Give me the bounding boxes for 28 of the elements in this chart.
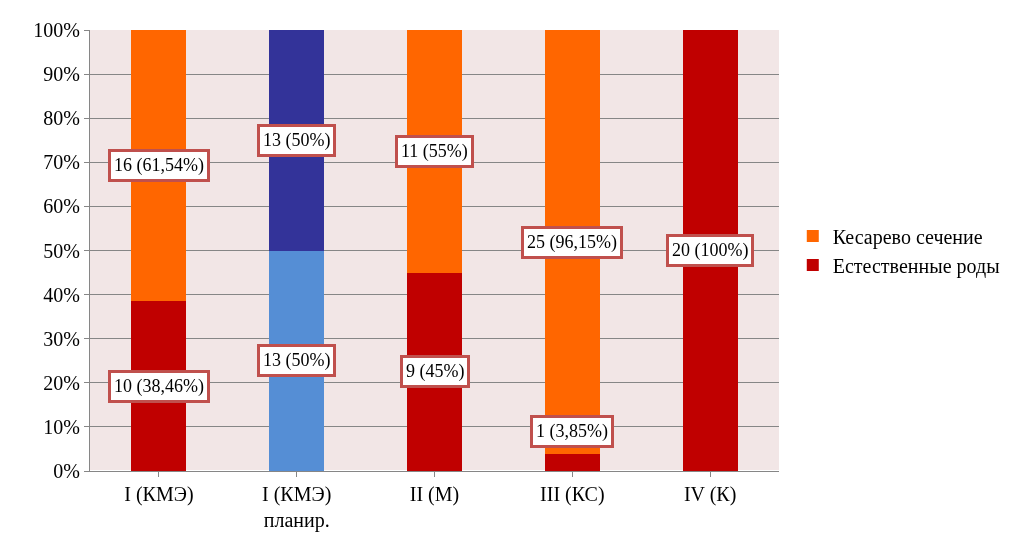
data-label: 1 (3,85%) [536,421,608,442]
x-tick-label: I (КМЭ) [124,483,194,506]
data-label: 13 (50%) [263,130,331,151]
legend-label: Кесарево сечение [832,225,983,249]
y-tick-label: 10% [43,415,80,438]
x-tick-label: I (КМЭ) планир. [262,483,332,532]
x-tick-label: II (М) [409,483,460,506]
y-tick-label: 70% [43,151,80,174]
data-label: 16 (61,54%) [114,155,204,176]
data-label: 10 (38,46%) [114,376,204,397]
x-tick-label: III (КС) [540,483,605,506]
y-tick-label: 90% [43,63,80,86]
y-tick-label: 20% [43,371,80,394]
y-tick-label: 50% [43,239,80,262]
y-tick-label: 0% [53,460,80,482]
y-tick-label: 80% [43,107,80,130]
bar [544,454,600,471]
data-label: 25 (96,15%) [527,232,617,253]
data-label: 20 (100%) [672,240,749,261]
y-tick-label: 30% [43,327,80,350]
y-tick-label: 60% [43,195,80,218]
x-tick-label: IV (К) [683,483,737,506]
legend-label: Естественные роды [832,254,1000,278]
y-tick-label: 40% [43,283,80,306]
y-tick-label: 100% [33,19,80,41]
data-label: 13 (50%) [263,350,331,371]
data-label: 9 (45%) [406,361,465,382]
data-label: 11 (55%) [401,141,468,162]
